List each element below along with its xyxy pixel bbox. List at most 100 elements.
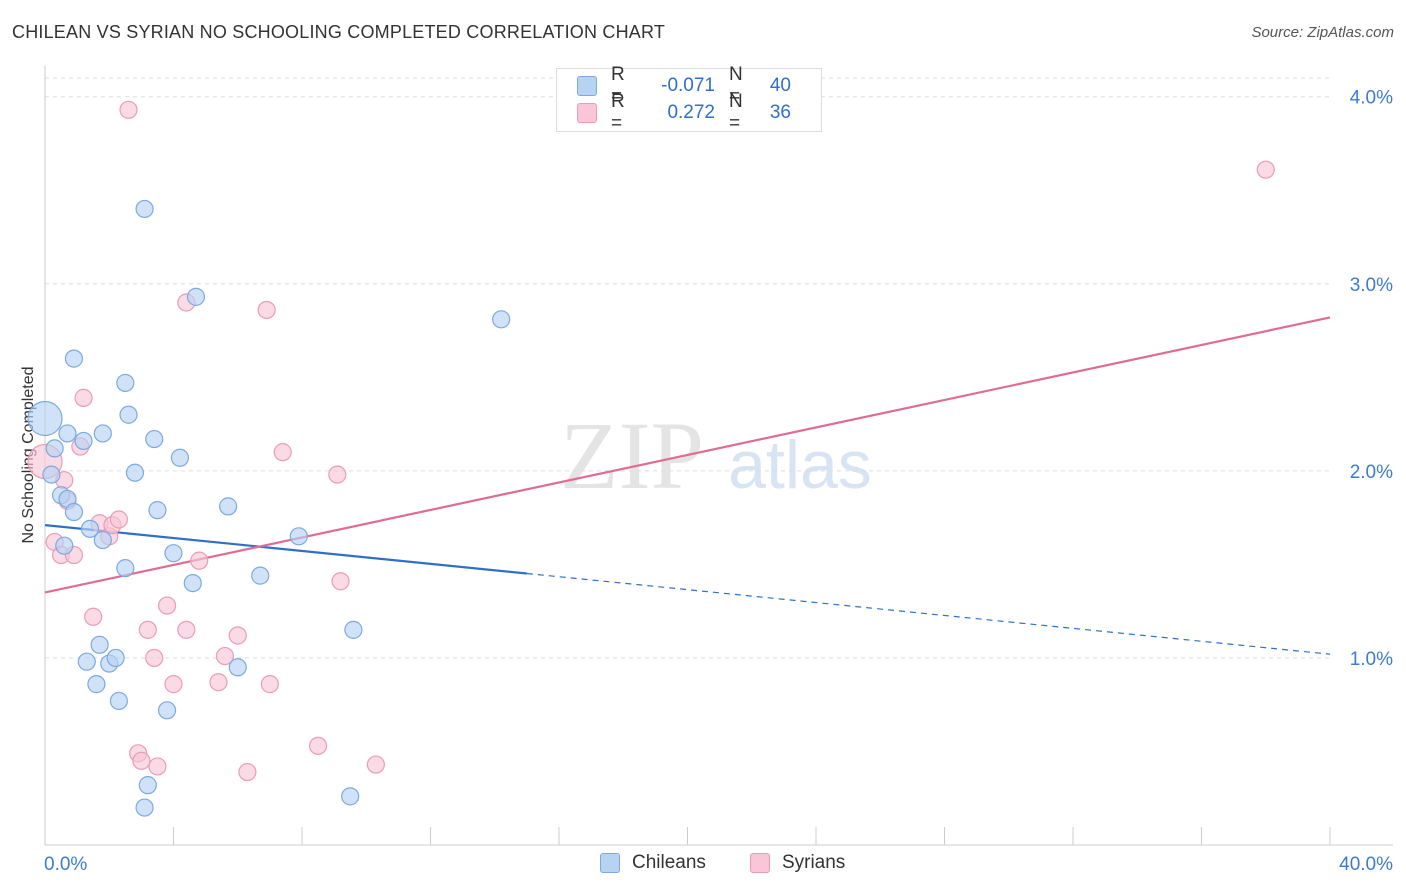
syrian-point [164,675,183,694]
tick-labels: 1.0% 2.0% 3.0% 4.0% 0.0% 40.0% [44,88,1393,875]
chilean-trend-line [44,524,527,575]
legend-r-value: -0.071 [661,75,715,96]
chilean-point [164,544,183,563]
chilean-point [87,675,106,694]
legend-n-value: 36 [769,102,791,123]
chilean-point [492,310,511,329]
syrian-point [328,465,347,484]
chilean-point [106,648,125,668]
y-tick-label: 2.0% [1350,462,1393,483]
syrian-point [145,648,164,668]
chilean-point [219,497,238,516]
syrian-point [190,551,209,570]
data-points [27,100,1275,817]
syrian-point [228,626,247,645]
syrian-point [109,510,128,529]
chart-title: CHILEAN VS SYRIAN NO SCHOOLING COMPLETED… [12,22,666,42]
y-tick-label: 3.0% [1350,275,1393,296]
syrian-point [215,646,234,666]
legend-n-label: N = [729,91,743,134]
syrian-point [84,607,103,626]
chilean-point [45,439,64,458]
chilean-point [109,691,128,711]
syrian-point [209,673,228,692]
chilean-point [64,349,84,368]
syrian-point [132,751,151,770]
syrian-point [366,755,385,774]
syrian-point [257,300,276,320]
chilean-point [148,501,167,520]
legend-label-syrians: Syrians [781,852,846,873]
legend-n-label: N = [729,64,743,107]
stats-legend: R = -0.071 N = 40 R = 0.272 N = 36 [556,64,822,134]
chilean-point [145,429,164,449]
syrian-point [331,572,350,591]
watermark: ZIP atlas [560,402,872,509]
legend-row-chileans: R = -0.071 N = 40 [577,64,791,107]
chilean-point [90,635,109,654]
chilean-point [186,287,206,306]
syrian-point [308,736,328,755]
x-tick-label: 0.0% [44,854,87,875]
chilean-point [116,559,135,578]
legend-label-chileans: Chileans [632,852,706,873]
legend-r-value: 0.272 [667,102,715,123]
chilean-point [80,519,100,538]
legend-item-syrians[interactable]: Syrians [749,852,846,874]
chilean-point [64,502,84,522]
chilean-point [119,405,138,424]
syrian-point [260,675,279,694]
syrian-point [273,443,292,462]
chilean-point [170,448,190,467]
syrian-point [138,620,157,639]
legend-swatch-chileans [577,76,597,96]
legend-row-syrians: R = 0.272 N = 36 [577,91,791,134]
chilean-point [42,465,61,484]
chilean-point [135,798,154,817]
chilean-point [341,787,360,806]
syrian-point [177,620,196,639]
watermark-atlas: atlas [728,427,872,503]
chilean-point [183,573,202,593]
syrian-point [157,596,177,615]
syrian-point [148,757,167,776]
chilean-point [93,424,112,443]
legend-swatch-chileans [600,853,620,873]
legend-r-label: R = [611,64,625,107]
y-tick-label: 1.0% [1350,649,1393,670]
syrian-point [238,762,257,782]
trend-lines [44,316,1331,655]
chilean-point [344,620,363,639]
legend-item-chileans[interactable]: Chileans [600,852,706,874]
gridlines [45,77,1330,659]
chilean-point [135,199,154,219]
legend-swatch-syrians [577,103,597,123]
source-label: Source: ZipAtlas.com [1251,24,1394,41]
chilean-point [74,431,93,451]
syrian-point [1256,160,1275,179]
chilean-trend-extension [526,572,1331,655]
series-legend: Chileans Syrians [600,852,889,874]
syrian-trend-line [44,316,1331,594]
chilean-point [93,530,112,550]
chilean-point [116,373,135,393]
chilean-point [125,463,145,482]
syrian-point [119,100,138,119]
chilean-point [138,776,157,795]
legend-n-value: 40 [769,75,791,96]
chilean-point [27,400,63,437]
y-tick-label: 4.0% [1350,88,1393,109]
chilean-point [251,566,270,585]
chilean-point [289,527,308,546]
axes [44,66,1393,846]
syrian-point [74,388,93,407]
chilean-point [55,536,74,555]
chilean-point [157,701,177,720]
chilean-point [228,658,247,677]
x-tick-label: 40.0% [1339,854,1393,875]
legend-swatch-syrians [749,853,770,873]
legend-r-label: R = [611,91,625,134]
chilean-point [77,652,96,671]
chilean-point [58,424,77,443]
